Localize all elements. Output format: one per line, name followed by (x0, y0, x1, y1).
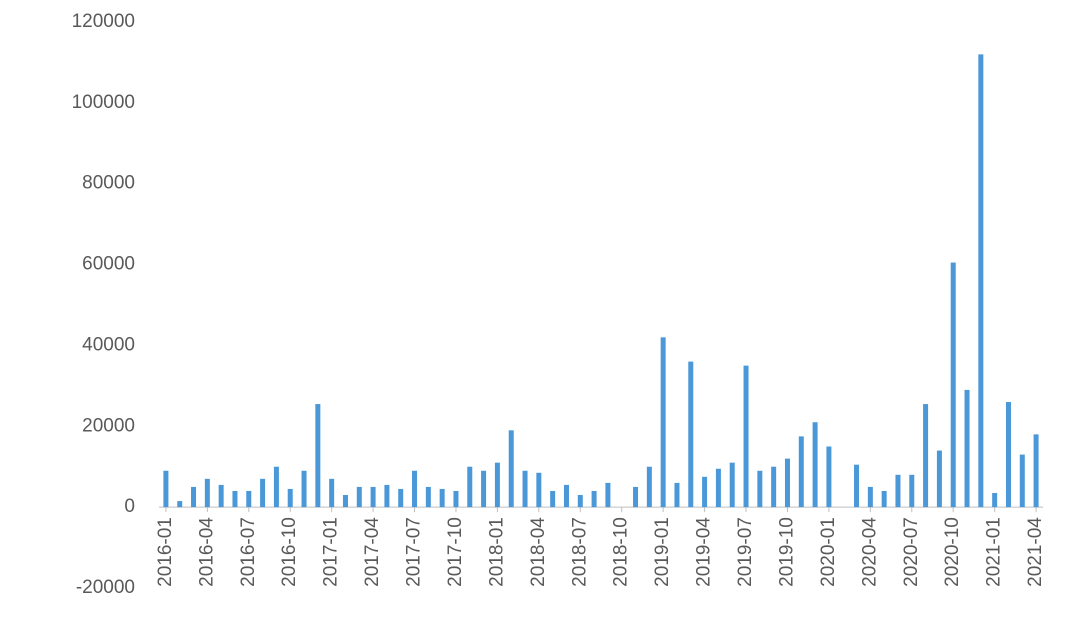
bar (826, 446, 832, 508)
bar (191, 486, 197, 508)
bar (757, 470, 763, 508)
bar (260, 478, 266, 508)
bar (204, 478, 210, 508)
bar (287, 488, 293, 508)
x-tick-label: 2018-04 (528, 517, 549, 587)
bar (177, 501, 183, 508)
bar (342, 495, 348, 508)
bar (563, 484, 569, 508)
x-tick-label: 2017-01 (321, 517, 342, 587)
x-tick-label: 2021-01 (984, 517, 1005, 587)
x-tick-label: 2020-10 (942, 517, 963, 587)
bar (784, 458, 790, 508)
y-tick-label: 40000 (82, 334, 135, 355)
x-tick-label: 2018-01 (486, 517, 507, 587)
x-tick-label: 2020-04 (859, 517, 880, 587)
x-tick-label: 2017-04 (362, 517, 383, 587)
bar (881, 490, 887, 508)
bar (771, 466, 777, 508)
bar (909, 474, 915, 508)
x-tick-label: 2016-10 (279, 517, 300, 587)
bar (702, 476, 708, 508)
bar (163, 470, 169, 508)
bar (729, 462, 735, 508)
x-tick-label: 2017-10 (445, 517, 466, 587)
y-tick-label: 120000 (72, 11, 135, 32)
bar (522, 470, 528, 508)
x-tick-label: 2016-04 (196, 517, 217, 587)
bar (453, 490, 459, 508)
x-tick-label: 2016-01 (155, 517, 176, 587)
y-tick-label: 20000 (82, 415, 135, 436)
x-tick-label: 2021-04 (1025, 517, 1046, 587)
bar (660, 337, 666, 508)
bar (688, 361, 694, 508)
x-tick-label: 2016-07 (238, 517, 259, 587)
bar (633, 486, 639, 508)
bar (508, 430, 514, 508)
bar (356, 486, 362, 508)
bar (232, 490, 238, 508)
x-tick-label: 2018-07 (569, 517, 590, 587)
bar (715, 468, 721, 508)
bar (646, 466, 652, 508)
bar (494, 462, 500, 508)
bar (1005, 402, 1011, 508)
bar (798, 436, 804, 508)
bar (854, 464, 860, 508)
bar (301, 470, 307, 508)
x-tick-label: 2019-10 (776, 517, 797, 587)
bar (577, 495, 583, 508)
bar (950, 262, 956, 508)
bar (481, 470, 487, 508)
bar (329, 478, 335, 508)
x-tick-label: 2019-01 (652, 517, 673, 587)
bar (467, 466, 473, 508)
x-tick-label: 2020-01 (818, 517, 839, 587)
x-tick-label: 2019-07 (735, 517, 756, 587)
bar (936, 450, 942, 508)
bar (992, 492, 998, 508)
bar (812, 422, 818, 508)
bar (439, 488, 445, 508)
x-tick-label: 2018-10 (611, 517, 632, 587)
bar (384, 484, 390, 508)
bar (425, 486, 431, 508)
bar (1033, 434, 1039, 508)
bar (370, 486, 376, 508)
bar (246, 490, 252, 508)
bar (550, 490, 556, 508)
y-tick-label: -20000 (76, 577, 135, 598)
bar (867, 486, 873, 508)
bar (605, 482, 611, 508)
bar (978, 54, 984, 508)
x-tick-label: 2019-04 (694, 517, 715, 587)
bar (412, 470, 418, 508)
bar (591, 490, 597, 508)
bar (536, 472, 542, 508)
y-tick-label: 80000 (82, 173, 135, 194)
x-tick-label: 2017-07 (404, 517, 425, 587)
bar (895, 474, 901, 508)
bar (964, 389, 970, 508)
bar (398, 488, 404, 508)
x-tick-label: 2020-07 (901, 517, 922, 587)
y-tick-label: 0 (124, 496, 135, 517)
bar (273, 466, 279, 508)
bar (315, 404, 321, 508)
y-tick-label: 60000 (82, 254, 135, 275)
bar (218, 484, 224, 508)
bar (674, 482, 680, 508)
bar (1019, 454, 1025, 508)
bar (743, 365, 749, 508)
bar (923, 404, 929, 508)
y-tick-label: 100000 (72, 92, 135, 113)
